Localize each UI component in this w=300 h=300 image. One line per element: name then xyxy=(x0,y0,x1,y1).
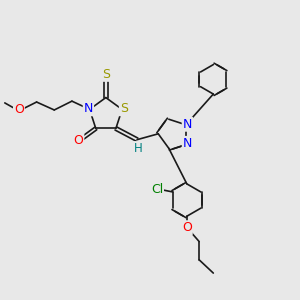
Text: N: N xyxy=(183,137,192,150)
Text: O: O xyxy=(182,221,192,234)
Text: S: S xyxy=(120,102,128,115)
Text: S: S xyxy=(102,68,110,81)
Text: H: H xyxy=(134,142,142,155)
Text: N: N xyxy=(84,102,93,115)
Text: O: O xyxy=(14,103,24,116)
Text: N: N xyxy=(183,118,192,131)
Text: Cl: Cl xyxy=(151,183,163,196)
Text: O: O xyxy=(74,134,83,147)
